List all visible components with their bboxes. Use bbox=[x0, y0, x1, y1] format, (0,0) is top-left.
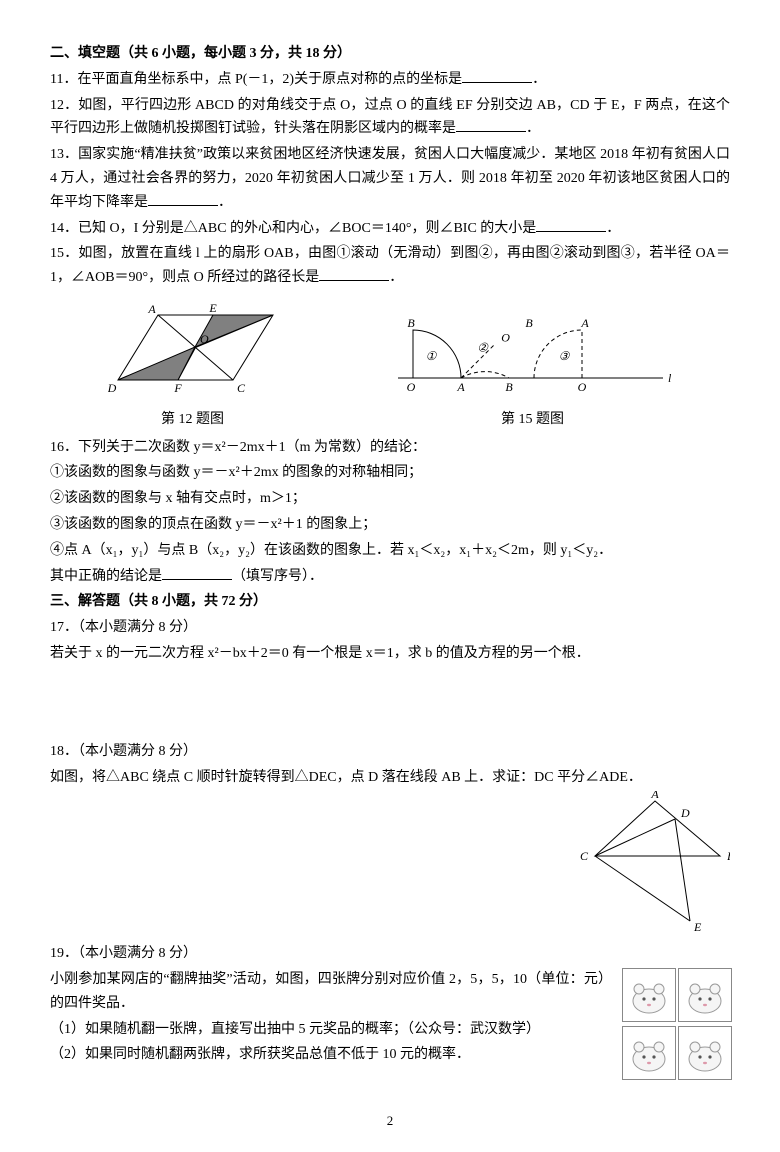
q11-text: 11．在平面直角坐标系中，点 P(－1，2)关于原点对称的点的坐标是 bbox=[50, 72, 462, 87]
hamster-icon bbox=[685, 1037, 725, 1073]
q19-head: 19．（本小题满分 8 分） bbox=[50, 942, 730, 966]
q16-l6b: （填写序号）． bbox=[232, 569, 323, 584]
q12-text: 12．如图，平行四边形 ABCD 的对角线交于点 O，过点 O 的直线 EF 分… bbox=[50, 98, 730, 137]
fig18-block: A B C D E bbox=[580, 791, 730, 940]
q16-l4: ③该函数的图象的顶点在函数 y＝－x²＋1 的图象上； bbox=[50, 513, 730, 537]
prize-card bbox=[622, 1026, 676, 1080]
q14-text: 14．已知 O，I 分别是△ABC 的外心和内心，∠BOC＝140°，则∠BIC… bbox=[50, 221, 536, 236]
q13: 13．国家实施“精准扶贫”政策以来贫困地区经济快速发展，贫困人口大幅度减少．某地… bbox=[50, 143, 730, 214]
svg-text:A: A bbox=[650, 791, 659, 801]
svg-text:A: A bbox=[580, 316, 589, 330]
svg-text:B: B bbox=[525, 316, 533, 330]
prize-card bbox=[622, 968, 676, 1022]
fig15-block: l①OAB②OBB③OA 第 15 题图 bbox=[393, 300, 673, 432]
q16-blank bbox=[162, 565, 232, 580]
q18-text: 如图，将△ABC 绕点 C 顺时针旋转得到△DEC，点 D 落在线段 AB 上．… bbox=[50, 766, 730, 790]
svg-text:A: A bbox=[147, 302, 156, 316]
svg-text:E: E bbox=[693, 920, 702, 931]
fig15-svg: l①OAB②OBB③OA bbox=[393, 300, 673, 395]
svg-text:O: O bbox=[200, 332, 209, 346]
fig12-svg: ABCDEFO bbox=[108, 300, 278, 395]
svg-text:B: B bbox=[505, 380, 513, 394]
svg-text:②: ② bbox=[477, 341, 489, 355]
prize-grid-block bbox=[622, 968, 730, 1080]
svg-text:F: F bbox=[173, 381, 182, 395]
q11-tail: ． bbox=[532, 72, 546, 87]
spacer-17 bbox=[50, 668, 730, 738]
q12-tail: ． bbox=[526, 121, 540, 136]
svg-text:A: A bbox=[456, 380, 465, 394]
svg-text:E: E bbox=[208, 301, 217, 315]
q16-l1: 16．下列关于二次函数 y＝x²－2mx＋1（m 为常数）的结论： bbox=[50, 436, 730, 460]
svg-text:O: O bbox=[577, 380, 586, 394]
fig12-caption: 第 12 题图 bbox=[108, 408, 278, 432]
svg-text:l: l bbox=[668, 371, 672, 385]
svg-text:D: D bbox=[680, 806, 690, 820]
figure-row: ABCDEFO 第 12 题图 l①OAB②OBB③OA 第 15 题图 bbox=[50, 300, 730, 432]
hamster-icon bbox=[629, 979, 669, 1015]
svg-text:①: ① bbox=[425, 349, 437, 363]
q15-tail: ． bbox=[389, 270, 403, 285]
q16-l5: ④点 A（x₁，y₁）与点 B（x₂，y₂）在该函数的图象上．若 x₁＜x₂，x… bbox=[50, 539, 730, 563]
q15-blank bbox=[319, 266, 389, 281]
svg-text:D: D bbox=[108, 381, 117, 395]
fig12-block: ABCDEFO 第 12 题图 bbox=[108, 300, 278, 432]
svg-text:C: C bbox=[580, 849, 589, 863]
hamster-icon bbox=[629, 1037, 669, 1073]
q18-head: 18．（本小题满分 8 分） bbox=[50, 740, 730, 764]
q14-tail: ． bbox=[606, 221, 620, 236]
section-3-heading: 三、解答题（共 8 小题，共 72 分） bbox=[50, 590, 730, 614]
q17-head: 17．（本小题满分 8 分） bbox=[50, 616, 730, 640]
page-number: 2 bbox=[50, 1110, 730, 1132]
q13-tail: ． bbox=[218, 195, 232, 210]
prize-grid bbox=[622, 968, 730, 1080]
prize-card bbox=[678, 1026, 732, 1080]
q11: 11．在平面直角坐标系中，点 P(－1，2)关于原点对称的点的坐标是 ． bbox=[50, 68, 730, 92]
q16-l2: ①该函数的图象与函数 y＝－x²＋2mx 的图象的对称轴相同； bbox=[50, 461, 730, 485]
svg-text:③: ③ bbox=[558, 349, 570, 363]
q14: 14．已知 O，I 分别是△ABC 的外心和内心，∠BOC＝140°，则∠BIC… bbox=[50, 217, 730, 241]
section-2-heading: 二、填空题（共 6 小题，每小题 3 分，共 18 分） bbox=[50, 42, 730, 66]
svg-text:O: O bbox=[406, 380, 415, 394]
svg-text:C: C bbox=[237, 381, 246, 395]
svg-text:B: B bbox=[727, 849, 730, 863]
fig15-caption: 第 15 题图 bbox=[393, 408, 673, 432]
svg-text:B: B bbox=[407, 316, 415, 330]
svg-text:O: O bbox=[501, 331, 510, 345]
q12-blank bbox=[456, 117, 526, 132]
q12: 12．如图，平行四边形 ABCD 的对角线交于点 O，过点 O 的直线 EF 分… bbox=[50, 94, 730, 142]
fig18-svg: A B C D E bbox=[580, 791, 730, 931]
q15: 15．如图，放置在直线 l 上的扇形 OAB，由图①滚动（无滑动）到图②，再由图… bbox=[50, 242, 730, 290]
q17-text: 若关于 x 的一元二次方程 x²－bx＋2＝0 有一个根是 x＝1，求 b 的值… bbox=[50, 642, 730, 666]
prize-card bbox=[678, 968, 732, 1022]
q16-l3: ②该函数的图象与 x 轴有交点时，m＞1； bbox=[50, 487, 730, 511]
q11-blank bbox=[462, 68, 532, 83]
hamster-icon bbox=[685, 979, 725, 1015]
q16-l6: 其中正确的结论是 （填写序号）． bbox=[50, 565, 730, 589]
q14-blank bbox=[536, 217, 606, 232]
q13-blank bbox=[148, 191, 218, 206]
q16-l6a: 其中正确的结论是 bbox=[50, 569, 162, 584]
